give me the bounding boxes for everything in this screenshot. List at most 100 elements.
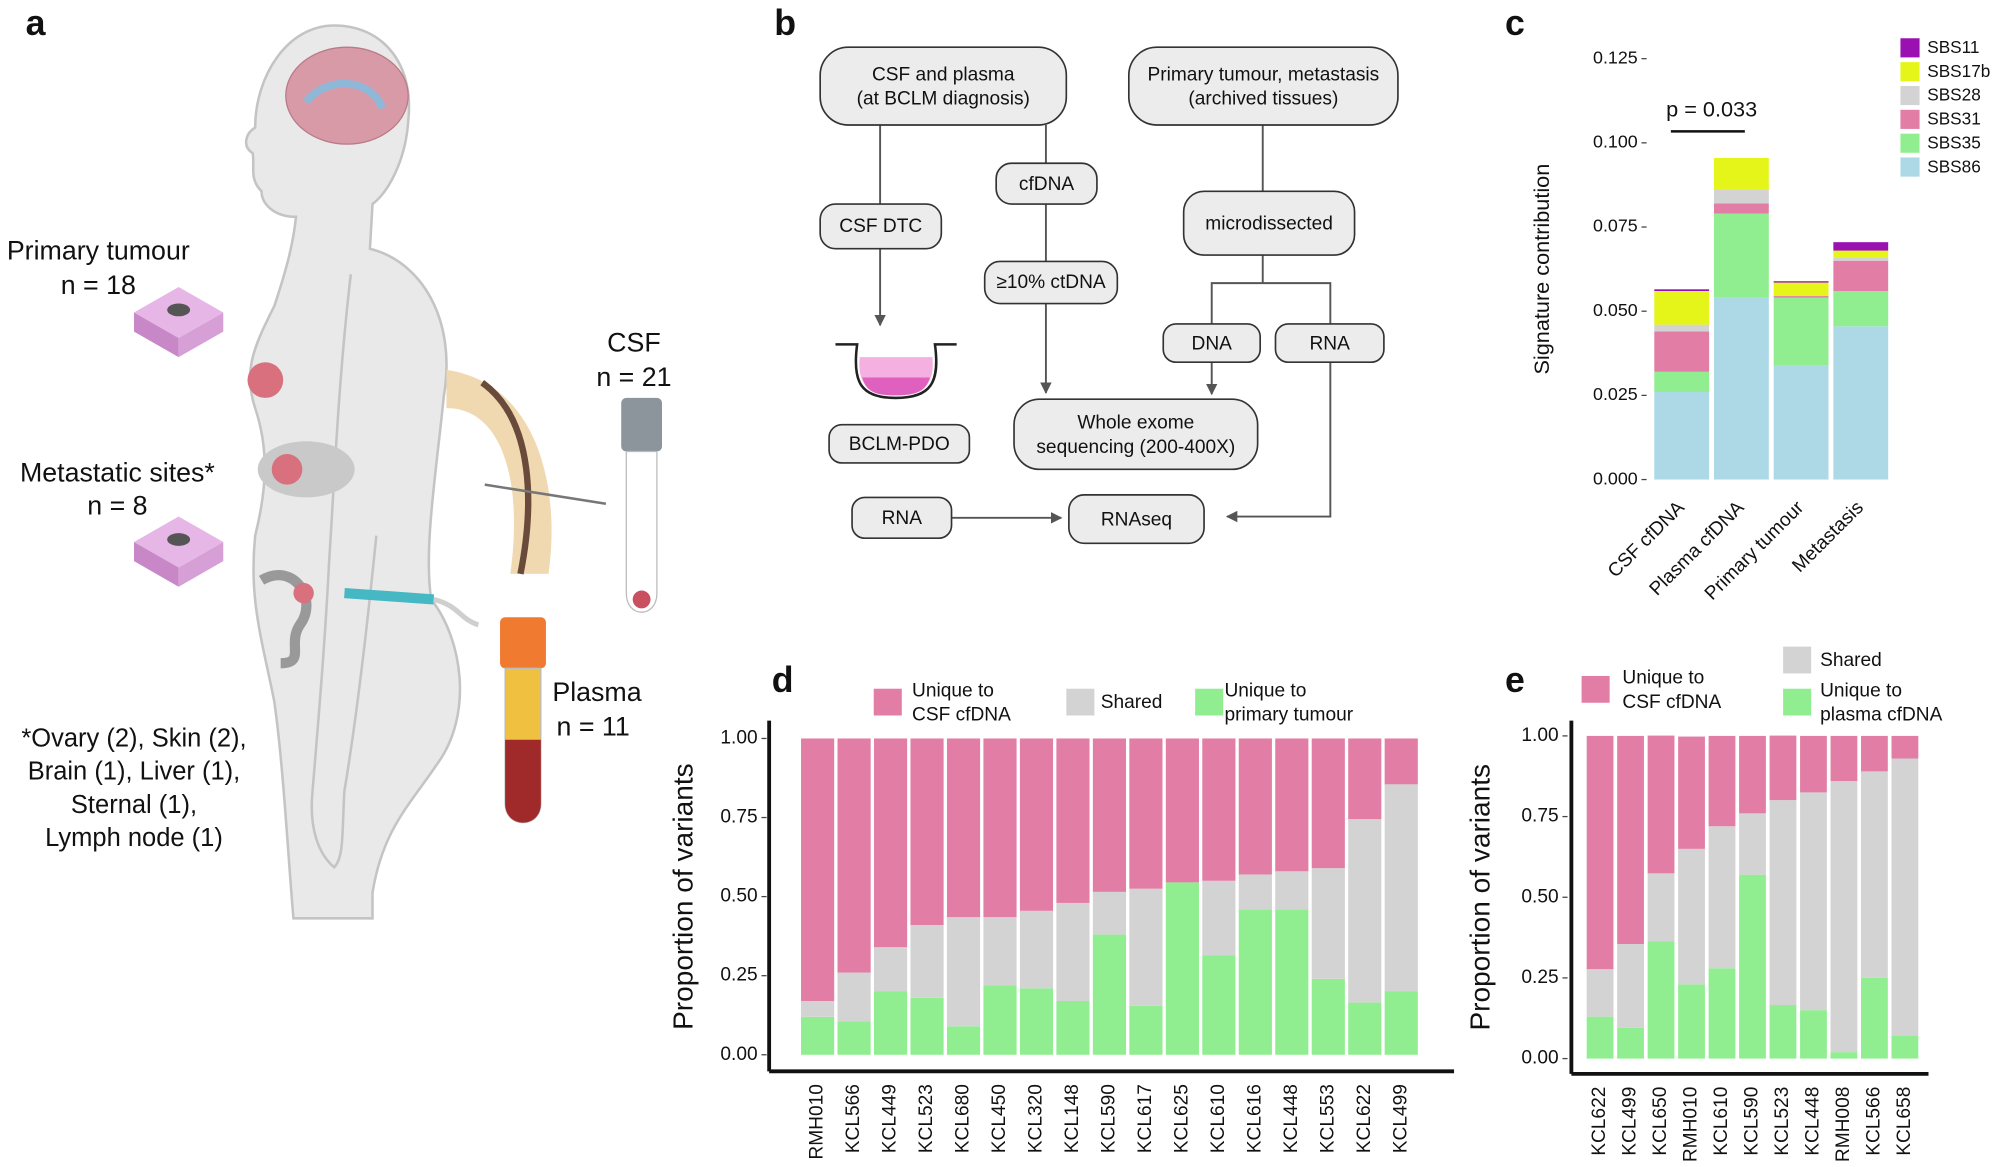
bar-segment [1311,738,1345,869]
x-tick-label: KCL499 [1620,1087,1641,1156]
workflow-node: RNA [881,506,922,529]
bar-segment [1833,326,1889,480]
y-tick-label: 0.75 [1521,806,1558,827]
legend-swatch [1783,646,1812,674]
bar-segment [1238,874,1272,910]
bar-segment [1654,371,1710,393]
workflow [819,46,1399,545]
panel-label: d [772,660,794,700]
workflow-node-frame: ≥10% ctDNA [996,272,1105,294]
x-tick-label: KCL499 [1390,1084,1411,1153]
y-tick-label: 0.050 [1593,300,1638,320]
bar-segment [1773,282,1829,297]
bar-segment [1713,203,1769,214]
illustration-label: Primary tumour [7,236,190,266]
legend-label-frame: Shared [1101,691,1163,713]
x-tick-label: KCL610 [1711,1087,1732,1156]
bar-segment [1348,819,1382,1003]
bar-segment [1586,969,1614,1017]
x-tick-label: RMH010 [807,1084,828,1159]
annotation: p = 0.033 [1666,97,1757,122]
bar-segment [1654,290,1710,325]
bar-segment [1739,813,1766,875]
x-tick-label: KCL650 [1650,1087,1671,1156]
workflow-box [995,162,1098,205]
x-tick-label: KCL450 [989,1084,1010,1153]
legend-label-frame: Unique to primary tumour [1224,679,1353,725]
bar-segment [1056,1000,1090,1055]
workflow-box [1013,398,1259,471]
x-tick-label: KCL448 [1281,1084,1302,1153]
bar-segment [1833,257,1889,261]
bar-segment [1617,1027,1644,1059]
y-tick-label: 0.00 [720,1044,757,1065]
bar-segment [946,738,981,918]
legend-label: Unique to CSF cfDNA [1622,666,1722,713]
bar-segment [1833,250,1889,258]
y-tick-label: 0.100 [1593,132,1638,152]
legend-label-frame: Unique to CSF cfDNA [912,679,1011,725]
bar-segment [1713,297,1769,480]
workflow-box [819,46,1068,126]
legend-swatch [1900,157,1920,177]
bar-segment [1830,1052,1858,1059]
x-tick-label: KCL610 [1208,1084,1229,1153]
bar-segment [1202,738,1236,881]
legend-swatch [1581,675,1610,703]
bar-segment [1773,365,1829,480]
y-tick-label: 0.075 [1593,216,1638,236]
bar-segment [1647,735,1675,874]
x-tick-label: KCL566 [843,1084,864,1153]
y-axis-label: Signature contribution [1529,164,1554,375]
bar-segment [1617,944,1644,1028]
bar-segment [1275,909,1309,1055]
bar-segment [1019,738,1054,911]
legend-swatch [1783,688,1812,716]
footnote-line: Lymph node (1) [45,824,223,852]
y-tick-label: 0.50 [1521,886,1558,907]
bar-segment [837,972,871,1022]
legend-swatch [1066,688,1095,716]
legend-swatch [1900,109,1920,129]
workflow-node-frame: RNA [881,506,922,529]
tissue-block [133,286,224,358]
bar-segment [1384,784,1418,992]
bar-segment [1202,955,1236,1055]
workflow-box [1127,46,1399,126]
bar-segment [1202,880,1236,956]
legend-label: SBS86 [1927,156,1981,176]
bar-segment [1713,189,1769,204]
bar-segment [1891,1036,1919,1059]
workflow-node-frame: Whole exome sequencing (200-400X) [1036,411,1235,457]
legend-label: Unique to plasma cfDNA [1820,679,1943,726]
bar-segment [946,1026,981,1055]
bar-segment [1708,735,1736,827]
y-tick-label: 0.75 [720,807,757,828]
bar-segment [1800,735,1827,793]
bar-segment [1830,735,1858,782]
bar-segment [1092,891,1127,935]
bar-segment [1165,738,1199,883]
x-tick-label: KCL553 [1317,1084,1338,1153]
bar-segment [1129,738,1163,889]
y-tick-label: 0.025 [1593,384,1638,404]
bar-segment [801,1016,835,1055]
illustration-label: n = 21 [596,362,671,392]
x-tick-label: KCL622 [1589,1087,1610,1156]
x-tick-label: KCL590 [1742,1087,1763,1156]
y-tick-label: 0.000 [1593,468,1638,488]
bar-segment [1654,331,1710,372]
x-tick-label: KCL658 [1894,1087,1915,1156]
bar-segment [983,738,1017,918]
bar-segment [1275,738,1309,872]
legend-swatch [1900,38,1920,58]
legend-swatch [1900,85,1920,106]
x-tick-label: KCL566 [1863,1087,1884,1156]
legend-label: SBS11 [1927,37,1979,57]
bar-segment [1311,868,1345,979]
workflow-box [983,260,1119,305]
x-tick-label: RMH010 [1681,1087,1702,1162]
workflow-box [819,203,943,250]
illustration-label: n = 8 [87,491,147,521]
legend-label: SBS31 [1927,109,1981,129]
